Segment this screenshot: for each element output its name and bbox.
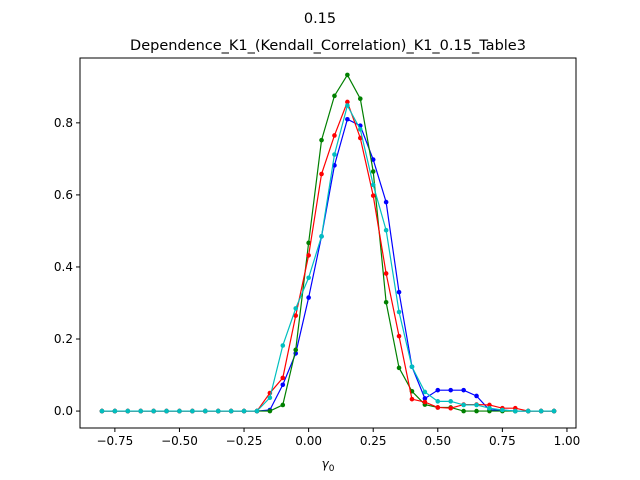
series-3-point — [409, 396, 415, 402]
series-4-point — [293, 306, 299, 311]
series-4-point — [370, 182, 376, 188]
series-1-point — [422, 396, 428, 401]
series-2-point — [370, 169, 376, 174]
series-3-point — [332, 133, 337, 138]
series-1-point — [448, 387, 454, 393]
x-tick-label: −0.50 — [161, 434, 198, 448]
series-4-point — [461, 402, 466, 408]
series-4-point — [215, 408, 221, 414]
series-4-point — [177, 408, 182, 414]
series-4-point — [241, 408, 247, 414]
series-4-point — [202, 408, 208, 414]
plot-area — [99, 72, 557, 414]
chart-suptitle: 0.15 — [304, 11, 336, 27]
y-tick-label: 0.0 — [54, 404, 73, 418]
axes-frame — [79, 57, 577, 429]
series-1-point — [280, 382, 286, 388]
series-4-point — [422, 389, 428, 395]
series-2-point — [461, 408, 466, 414]
series-1-point — [370, 157, 376, 162]
series-2-point — [383, 299, 389, 305]
x-axis-label-main: γ — [322, 457, 330, 471]
x-tick-label: −0.25 — [226, 434, 263, 448]
series-3-point — [306, 253, 311, 258]
series-4-point — [383, 227, 389, 233]
series-4-point — [254, 408, 260, 414]
series-4-point — [357, 127, 363, 132]
x-tick-label: 0.75 — [489, 434, 516, 448]
series-4-point — [112, 408, 118, 414]
series-4-point — [487, 405, 492, 411]
series-3-point — [293, 313, 299, 318]
x-tick-label: −0.75 — [96, 434, 133, 448]
series-4-point — [267, 395, 273, 401]
series-3-point — [383, 271, 389, 276]
series-1-point — [461, 387, 466, 393]
series-2-point — [319, 137, 324, 143]
series-2-point — [332, 93, 337, 99]
x-tick-label: 0.25 — [360, 434, 387, 448]
series-3-point — [319, 171, 324, 177]
series-2-point — [306, 240, 311, 246]
series-2-point — [267, 408, 273, 414]
series-3-point — [487, 402, 492, 408]
x-tick-label: 0.50 — [424, 434, 451, 448]
series-4-point — [448, 399, 454, 404]
series-3-point — [396, 333, 402, 339]
x-axis: −0.75 −0.50 −0.25 0.00 0.25 0.50 0.75 1.00 — [96, 428, 580, 448]
series-1-point — [345, 116, 350, 122]
series-4-point — [345, 103, 350, 108]
x-axis-label: γ0 — [322, 457, 335, 474]
series-3-point — [345, 99, 350, 105]
series-4-point — [551, 408, 557, 414]
y-tick-label: 0.2 — [54, 332, 73, 346]
series-4-point — [512, 408, 518, 414]
series-2-point — [293, 347, 299, 353]
series-1-point — [474, 393, 479, 399]
series-1-point — [383, 199, 389, 205]
x-tick-label: 1.00 — [554, 434, 581, 448]
series-4-point — [164, 408, 169, 414]
x-axis-label-subscript: 0 — [329, 464, 335, 474]
x-tick-label: 0.00 — [295, 434, 322, 448]
series-1-point — [435, 387, 441, 393]
series-2-point — [396, 365, 402, 371]
y-tick-label: 0.8 — [54, 116, 73, 130]
series-4-point — [500, 407, 505, 413]
series-4-point — [332, 152, 337, 157]
series-4-point — [409, 364, 415, 370]
y-tick-label: 0.6 — [54, 188, 73, 202]
series-2-point — [474, 408, 479, 414]
series-3-point — [435, 405, 441, 410]
series-4-point — [190, 408, 195, 414]
series-3-point — [280, 375, 286, 381]
series-4-point — [396, 309, 402, 315]
series-4-point — [306, 275, 311, 281]
series-4-point — [125, 408, 131, 414]
series-4-point — [538, 408, 544, 414]
y-axis: 0.0 0.2 0.4 0.6 0.8 — [54, 116, 80, 418]
y-tick-label: 0.4 — [54, 260, 73, 274]
series-4-point — [474, 402, 479, 408]
series-4-point — [99, 408, 105, 414]
series-3-point — [422, 399, 428, 405]
series-1-point — [306, 295, 311, 300]
series-3-point — [370, 193, 376, 198]
series-4-point — [525, 408, 531, 414]
series-2-point — [345, 72, 350, 78]
series-4-point — [138, 408, 144, 414]
chart-title: Dependence_K1_(Kendall_Correlation)_K1_0… — [130, 38, 526, 54]
series-3-point — [448, 405, 454, 411]
series-2-point — [357, 96, 363, 102]
series-4-point — [228, 408, 234, 414]
series-4-point — [280, 343, 286, 348]
series-4-point — [319, 234, 324, 239]
series-4-point — [435, 399, 441, 404]
series-1-point — [396, 289, 402, 295]
series-2-point — [280, 402, 286, 408]
series-4-point — [151, 408, 156, 414]
